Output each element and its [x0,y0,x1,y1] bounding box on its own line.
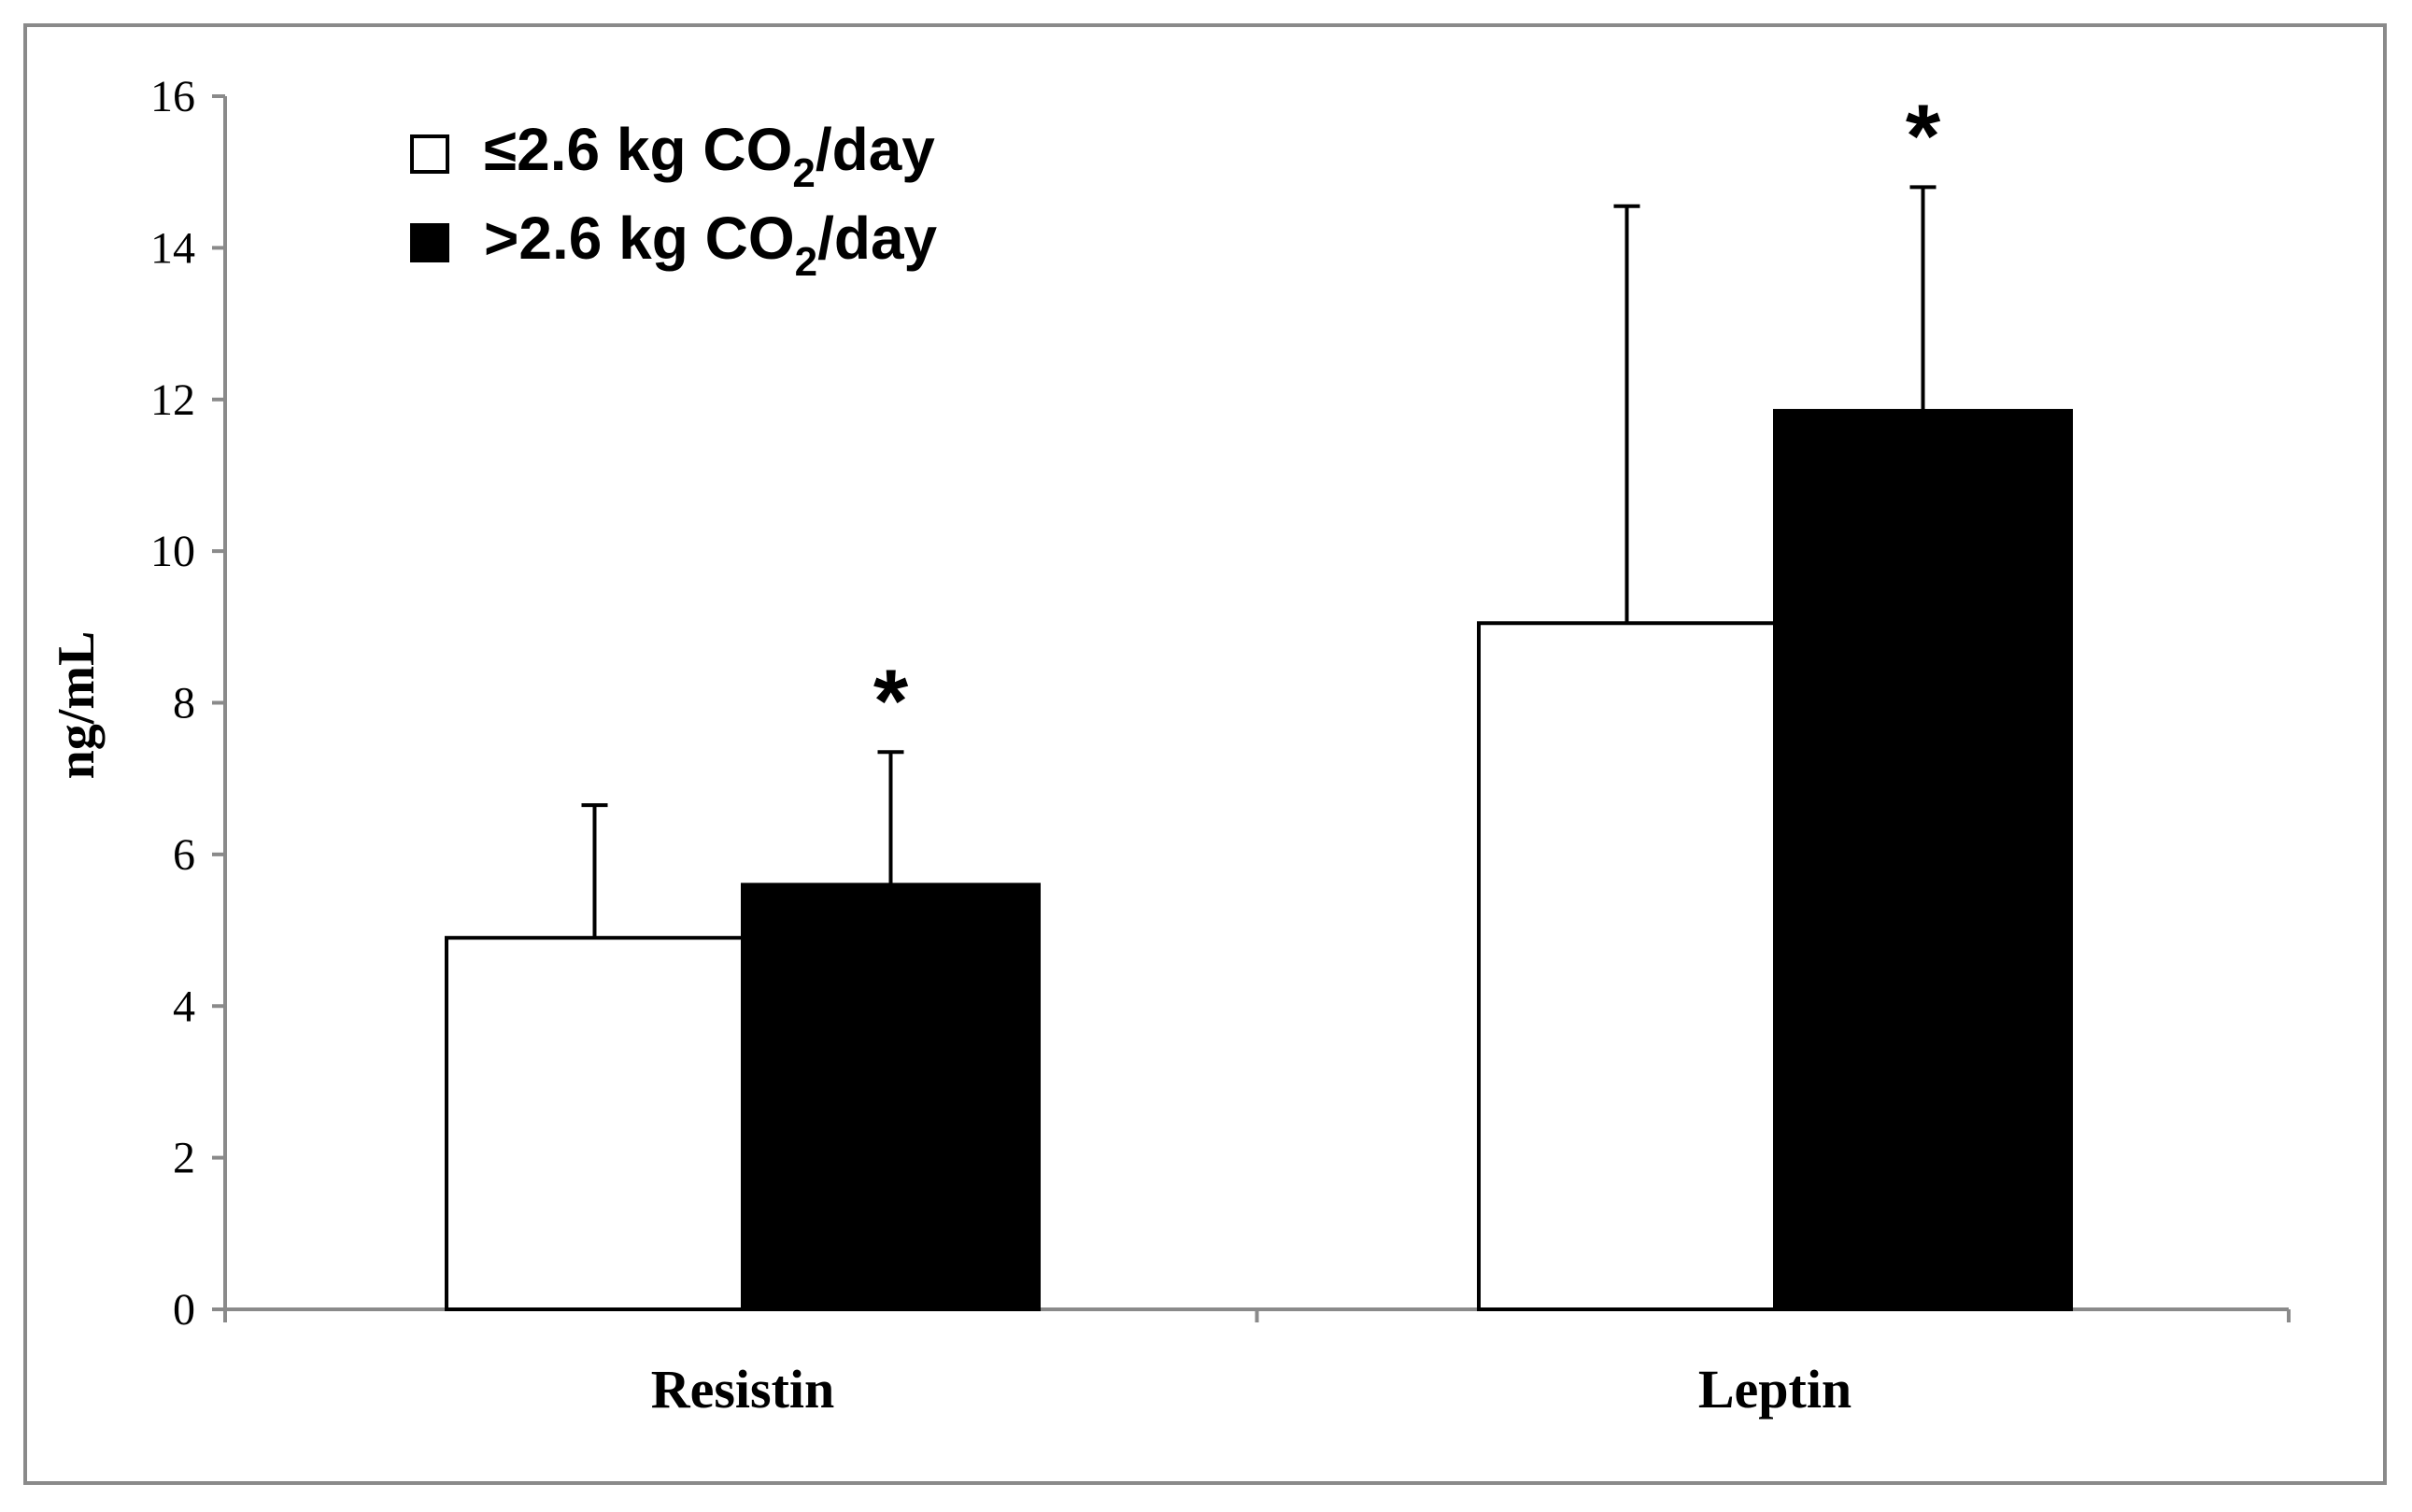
y-tick-label: 8 [173,679,195,728]
bar-000000-resistin [741,883,1041,1311]
x-category-label: Resistin [651,1359,835,1420]
bars [445,185,2073,1312]
legend-label-main: ≤2.6 kg CO [484,116,792,183]
y-tick-label: 14 [150,223,195,273]
labels: 0 2 4 6 8 10 12 14 16 ng/mL Resistin * Leptin * [48,72,1941,1420]
legend-label-1: >2.6 kg CO2/day [484,205,938,285]
legend-label-0: ≤2.6 kg CO2/day [484,116,935,196]
legend-swatch-1 [410,223,449,262]
y-tick-label: 4 [173,982,195,1031]
significance-marker: * [1906,86,1941,186]
legend: ≤2.6 kg CO2/day>2.6 kg CO2/day [410,116,938,285]
legend-label-main: >2.6 kg CO [484,205,795,272]
y-tick-label: 6 [173,830,195,880]
bar-000000-leptin [1773,408,2073,1312]
legend-label-subscript: 2 [792,150,815,196]
y-tick-label: 2 [173,1134,195,1183]
x-category-label: Leptin [1698,1359,1852,1420]
legend-label-tail: /day [816,116,935,183]
y-tick-label: 12 [150,375,195,425]
y-tick-label: 10 [150,527,195,576]
bar-ffffff-leptin [1477,621,1777,1311]
y-axis-label: ng/mL [48,631,106,780]
legend-label-subscript: 2 [795,239,817,285]
y-tick-label: 0 [173,1285,195,1335]
bar-ffffff-resistin [445,936,745,1312]
legend-label-tail: /day [817,205,937,272]
significance-marker: * [873,651,909,751]
y-tick-label: 16 [150,72,195,121]
legend-swatch-0 [410,134,449,174]
